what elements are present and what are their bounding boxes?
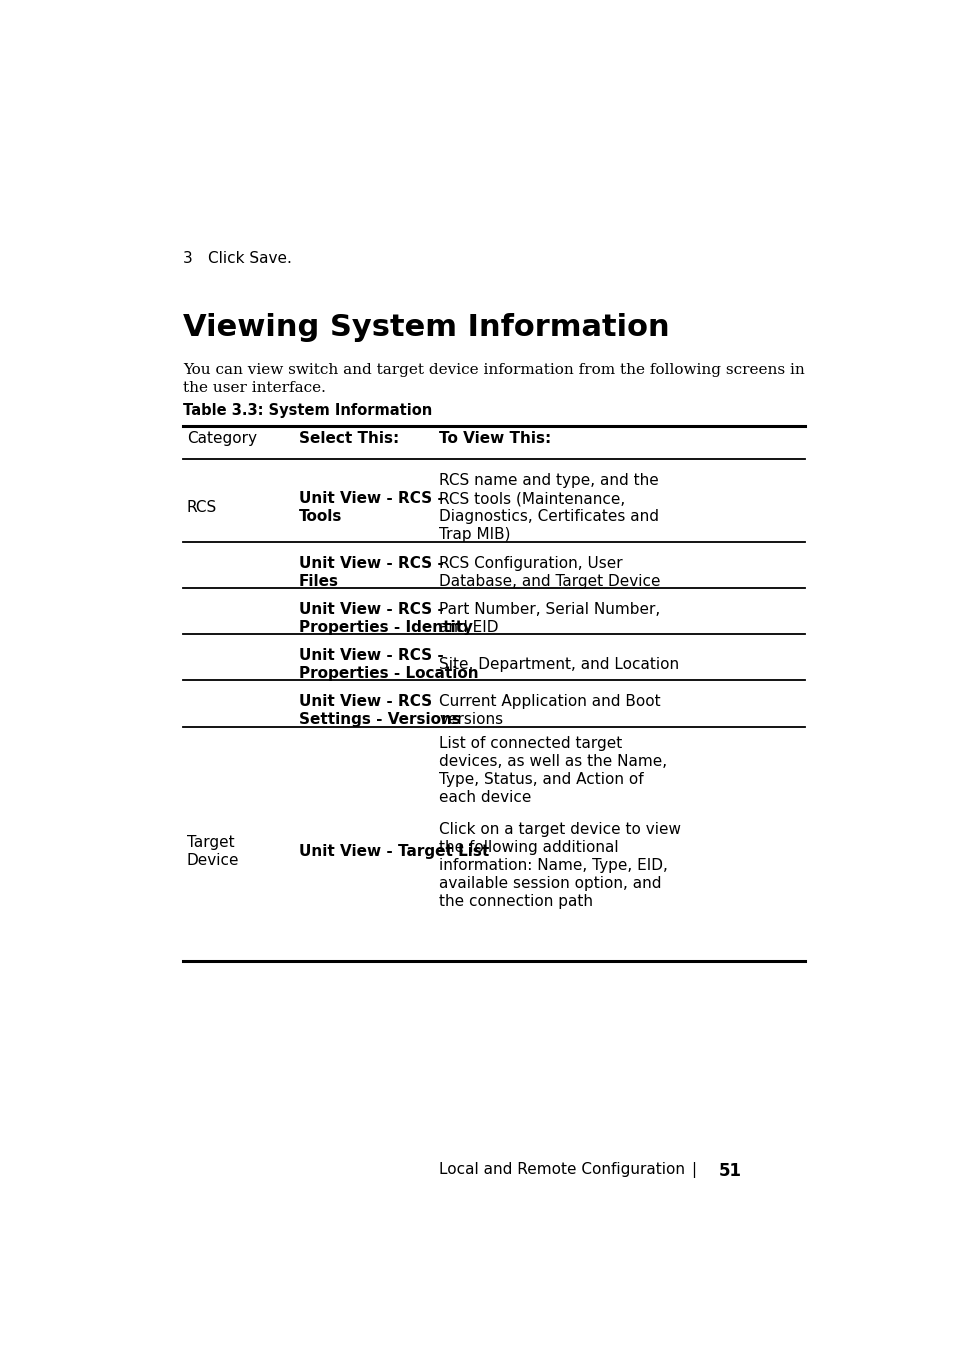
Text: Properties - Location: Properties - Location (298, 666, 478, 681)
Text: Unit View - RCS -: Unit View - RCS - (298, 648, 443, 663)
Text: 51: 51 (718, 1162, 740, 1181)
Text: RCS Configuration, User: RCS Configuration, User (439, 555, 622, 570)
Text: Files: Files (298, 574, 338, 589)
Text: available session option, and: available session option, and (439, 877, 661, 892)
Text: Local and Remote Configuration: Local and Remote Configuration (439, 1162, 684, 1177)
Text: each device: each device (439, 790, 531, 805)
Text: List of connected target: List of connected target (439, 736, 622, 751)
Text: Unit View - RCS -: Unit View - RCS - (298, 603, 443, 617)
Text: To View This:: To View This: (439, 431, 551, 446)
Text: the connection path: the connection path (439, 894, 593, 909)
Text: Settings - Versions: Settings - Versions (298, 712, 460, 727)
Text: Diagnostics, Certificates and: Diagnostics, Certificates and (439, 509, 659, 524)
Text: information: Name, Type, EID,: information: Name, Type, EID, (439, 858, 667, 873)
Text: Type, Status, and Action of: Type, Status, and Action of (439, 771, 643, 788)
Text: Unit View - RCS -: Unit View - RCS - (298, 555, 443, 570)
Text: Viewing System Information: Viewing System Information (183, 313, 669, 342)
Text: the following additional: the following additional (439, 840, 618, 855)
Text: Category: Category (187, 431, 256, 446)
Text: RCS: RCS (187, 500, 216, 515)
Text: RCS tools (Maintenance,: RCS tools (Maintenance, (439, 492, 625, 507)
Text: Unit View - RCS -: Unit View - RCS - (298, 492, 443, 507)
Text: You can view switch and target device information from the following screens in: You can view switch and target device in… (183, 363, 803, 377)
Text: Unit View - Target List: Unit View - Target List (298, 844, 489, 859)
Text: |: | (691, 1162, 696, 1178)
Text: and EID: and EID (439, 620, 498, 635)
Text: 3: 3 (183, 251, 193, 266)
Text: Site, Department, and Location: Site, Department, and Location (439, 657, 679, 673)
Text: Current Application and Boot: Current Application and Boot (439, 694, 660, 709)
Text: Table 3.3: System Information: Table 3.3: System Information (183, 403, 432, 417)
Text: Properties - Identity: Properties - Identity (298, 620, 473, 635)
Text: Click on a target device to view: Click on a target device to view (439, 821, 680, 838)
Text: versions: versions (439, 712, 503, 727)
Text: the user interface.: the user interface. (183, 381, 325, 396)
Text: Trap MIB): Trap MIB) (439, 527, 510, 542)
Text: Unit View - RCS: Unit View - RCS (298, 694, 432, 709)
Text: Target: Target (187, 835, 234, 850)
Text: Device: Device (187, 852, 239, 867)
Text: devices, as well as the Name,: devices, as well as the Name, (439, 754, 667, 769)
Text: Select This:: Select This: (298, 431, 399, 446)
Text: Click Save.: Click Save. (208, 251, 292, 266)
Text: Part Number, Serial Number,: Part Number, Serial Number, (439, 603, 659, 617)
Text: Database, and Target Device: Database, and Target Device (439, 574, 660, 589)
Text: Tools: Tools (298, 509, 342, 524)
Text: RCS name and type, and the: RCS name and type, and the (439, 473, 659, 488)
